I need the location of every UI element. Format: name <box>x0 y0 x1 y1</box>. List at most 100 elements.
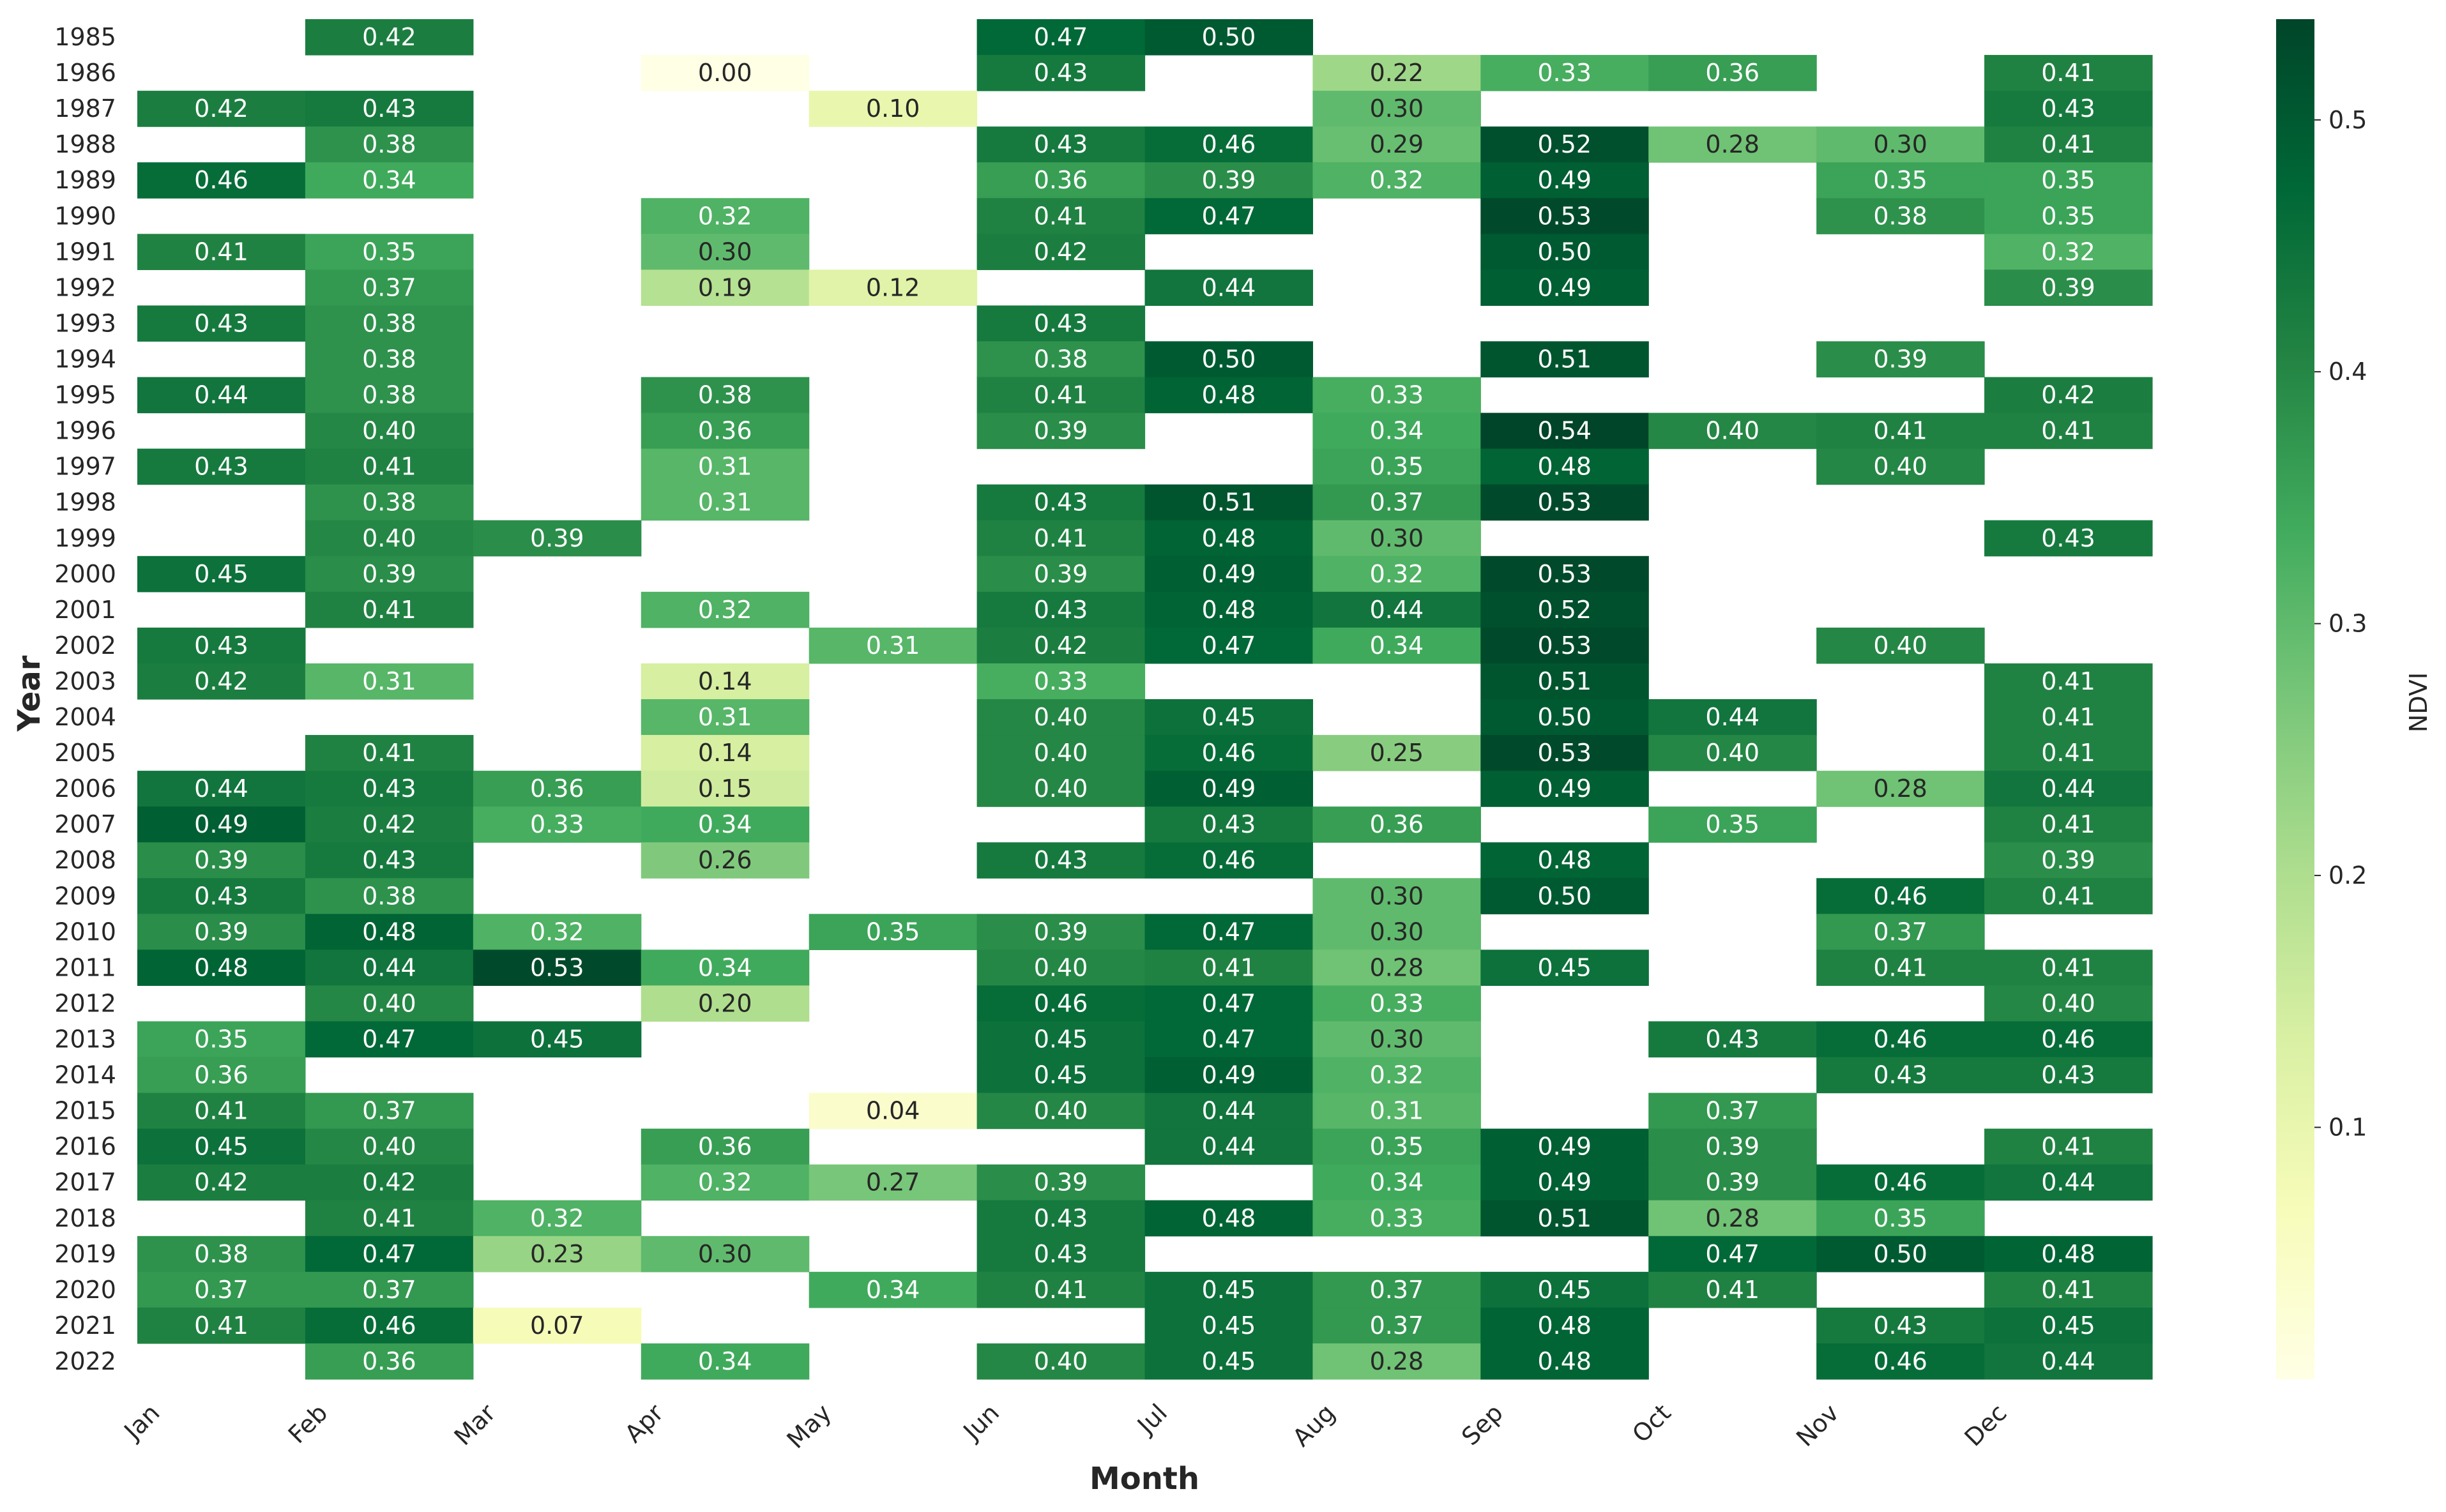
cell-value-label: 0.50 <box>1873 1240 1927 1268</box>
heatmap-cell <box>1480 162 1649 199</box>
heatmap-cell <box>137 949 306 987</box>
cell-value-label: 0.19 <box>698 273 752 301</box>
heatmap-cell <box>473 1021 642 1058</box>
cell-value-label: 0.40 <box>1034 1347 1088 1375</box>
cell-value-label: 0.52 <box>1537 130 1591 158</box>
cell-value-label: 0.34 <box>362 166 416 194</box>
x-tick-label: Mar <box>449 1398 501 1451</box>
heatmap-cell <box>976 1343 1146 1380</box>
cell-value-label: 0.45 <box>1537 1276 1591 1304</box>
x-tick-label: Jan <box>118 1398 165 1446</box>
heatmap-cell <box>137 1164 306 1201</box>
cell-value-label: 0.37 <box>1370 1312 1424 1340</box>
cell-value-label: 0.54 <box>1537 417 1591 445</box>
heatmap-cell <box>1984 949 2153 987</box>
heatmap-cell <box>1816 341 1985 378</box>
x-tick-label: Dec <box>1959 1398 2012 1451</box>
heatmap-cell <box>305 985 474 1022</box>
heatmap-cell <box>1816 412 1985 450</box>
cell-value-label: 0.46 <box>1202 130 1256 158</box>
heatmap-cell <box>1144 627 1314 664</box>
cell-value-label: 0.41 <box>2041 882 2095 910</box>
cell-value-label: 0.51 <box>1537 667 1591 695</box>
cell-value-label: 0.32 <box>1370 560 1424 588</box>
heatmap-cell <box>641 55 810 91</box>
heatmap-cell <box>1144 842 1314 879</box>
cell-value-label: 0.41 <box>2041 953 2095 981</box>
heatmap-cell <box>1480 1307 1649 1344</box>
cell-value-label: 0.32 <box>530 918 584 946</box>
cell-value-label: 0.28 <box>1705 130 1759 158</box>
heatmap-cell <box>809 914 978 950</box>
x-tick-label: Sep <box>1456 1398 1508 1451</box>
heatmap-cell <box>1144 198 1314 234</box>
heatmap-cell <box>1816 1236 1985 1273</box>
heatmap-cell <box>641 412 810 450</box>
cell-value-label: 0.44 <box>1202 273 1256 301</box>
heatmap-cell <box>1648 699 1817 736</box>
heatmap-cell <box>976 1236 1146 1273</box>
cell-value-label: 0.43 <box>194 631 248 660</box>
cell-value-label: 0.39 <box>1873 345 1927 374</box>
cell-value-label: 0.35 <box>194 1025 248 1054</box>
heatmap-cell <box>473 914 642 950</box>
cell-value-label: 0.39 <box>1705 1133 1759 1161</box>
cell-value-label: 0.04 <box>866 1097 920 1125</box>
heatmap-cell <box>1480 412 1649 450</box>
heatmap-cell <box>1144 1271 1314 1308</box>
cell-value-label: 0.14 <box>698 667 752 695</box>
heatmap-cell <box>1816 771 1985 807</box>
cell-value-label: 0.44 <box>2041 775 2095 803</box>
y-tick-label: 2000 <box>54 560 116 588</box>
heatmap-cell <box>1984 1057 2153 1094</box>
y-tick-label: 1985 <box>54 23 116 51</box>
cell-value-label: 0.39 <box>194 918 248 946</box>
cell-value-label: 0.33 <box>530 810 584 838</box>
heatmap-cell <box>1984 1307 2153 1344</box>
y-tick-label: 1989 <box>54 166 116 194</box>
cell-value-label: 0.37 <box>362 273 416 301</box>
heatmap-cell <box>976 1164 1146 1201</box>
cell-value-label: 0.53 <box>1537 631 1591 660</box>
y-tick-label: 2007 <box>54 810 116 838</box>
cell-value-label: 0.39 <box>530 524 584 552</box>
heatmap-cell <box>976 771 1146 807</box>
heatmap-cell <box>305 591 474 628</box>
heatmap-cell <box>1144 341 1314 378</box>
heatmap-cell <box>1480 1200 1649 1237</box>
y-tick-label: 2006 <box>54 775 116 803</box>
heatmap-cell <box>305 1307 474 1344</box>
cell-value-label: 0.34 <box>1370 1168 1424 1197</box>
heatmap-cell <box>1648 1128 1817 1165</box>
cell-value-label: 0.43 <box>1034 1204 1088 1232</box>
y-tick-label: 2005 <box>54 739 116 767</box>
heatmap-cell <box>473 1307 642 1344</box>
cell-value-label: 0.37 <box>1370 488 1424 517</box>
heatmap-cell <box>137 305 306 342</box>
cell-value-label: 0.40 <box>1705 739 1759 767</box>
heatmap-cell <box>1648 1236 1817 1273</box>
heatmap-cell <box>641 1164 810 1201</box>
cell-value-label: 0.37 <box>1873 918 1927 946</box>
cell-value-label: 0.37 <box>362 1276 416 1304</box>
x-tick-label: Aug <box>1287 1398 1341 1452</box>
heatmap-cell <box>976 1021 1146 1058</box>
cell-value-label: 0.41 <box>1873 953 1927 981</box>
cell-value-label: 0.34 <box>1370 417 1424 445</box>
heatmap-cell <box>137 914 306 950</box>
cell-value-label: 0.47 <box>1705 1240 1759 1268</box>
cell-value-label: 0.39 <box>2041 846 2095 874</box>
heatmap-cell <box>305 914 474 950</box>
y-tick-label: 2010 <box>54 918 116 946</box>
heatmap-cell <box>976 556 1146 593</box>
cell-value-label: 0.49 <box>1202 1061 1256 1089</box>
cell-value-label: 0.44 <box>362 953 416 981</box>
y-tick-label: 2021 <box>54 1312 116 1340</box>
y-tick-label: 1996 <box>54 417 116 445</box>
heatmap-cell <box>1312 126 1481 163</box>
cell-value-label: 0.50 <box>1202 23 1256 51</box>
heatmap-cell <box>137 663 306 700</box>
heatmap-cell <box>305 878 474 914</box>
heatmap-cell <box>137 556 306 593</box>
heatmap-cell <box>137 162 306 199</box>
